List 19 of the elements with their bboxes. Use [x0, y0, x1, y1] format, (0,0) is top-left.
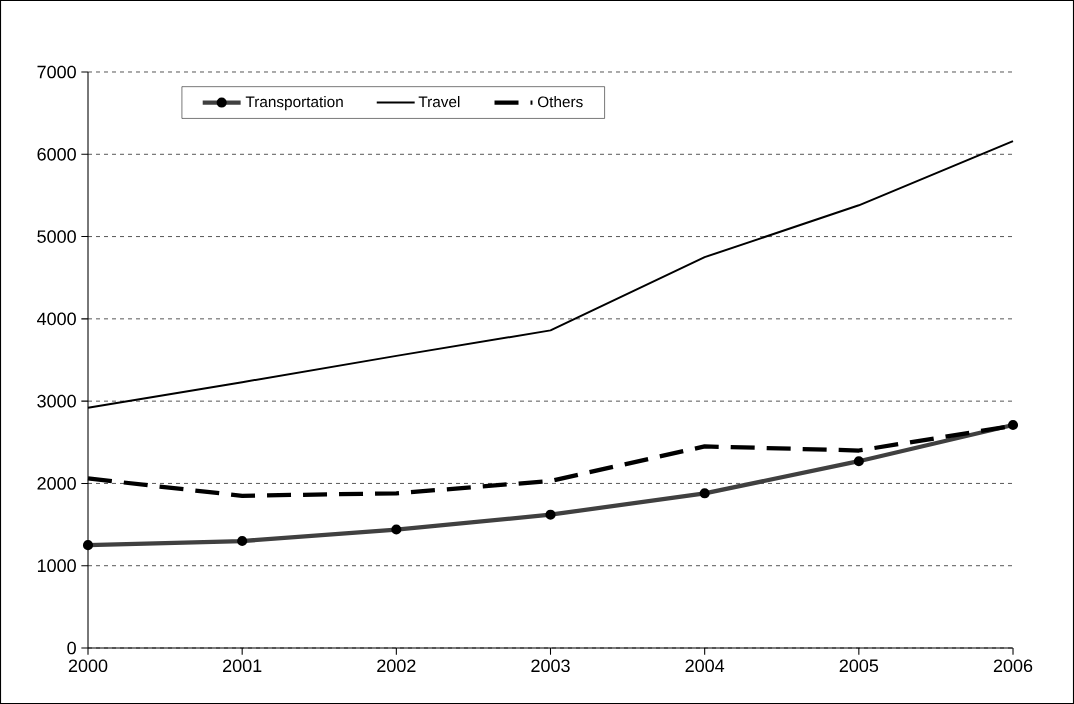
y-tick-label: 2000: [37, 477, 76, 490]
y-tick-label: 7000: [37, 65, 76, 79]
y-tick-label: 5000: [37, 230, 76, 243]
y-tick-label: 3000: [37, 394, 76, 408]
x-tick-label: 2004: [685, 659, 725, 673]
legend-label: Travel: [418, 96, 460, 108]
point: [1007, 419, 1019, 431]
legend-label: Transportation: [245, 96, 343, 111]
y-tick-label: 1000: [37, 559, 76, 573]
x-tick-label: 2002: [377, 659, 416, 673]
y-tick-label: 6000: [37, 147, 76, 161]
x-tick-label: 2000: [68, 659, 108, 673]
x-tick-label: 2005: [839, 659, 879, 673]
x-tick-label: 2006: [993, 659, 1033, 673]
y-tick-label: 0: [67, 641, 76, 655]
legend-label: Others: [537, 96, 583, 108]
x-tick-label: 2003: [531, 659, 570, 673]
y-tick-label: 4000: [37, 312, 76, 326]
x-tick-label: 2001: [223, 659, 262, 673]
